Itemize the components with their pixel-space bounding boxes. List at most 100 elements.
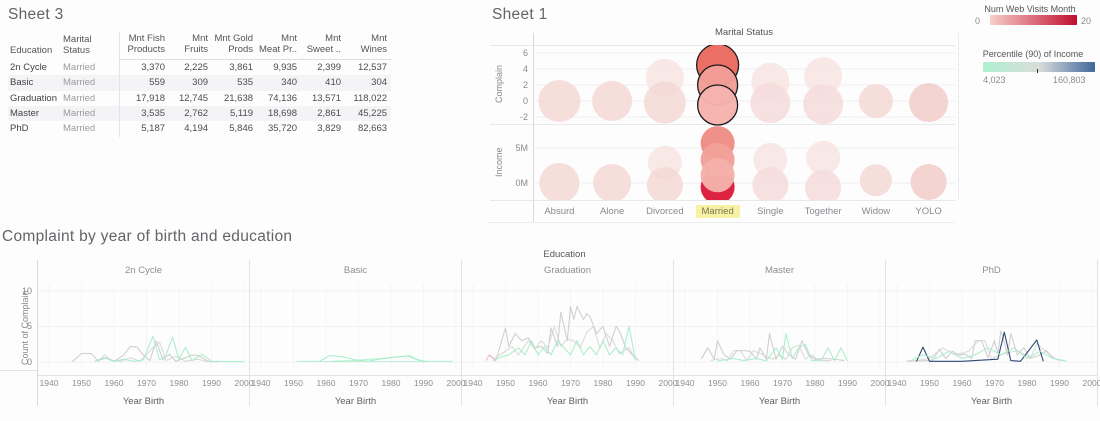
line-series[interactable]	[915, 331, 1044, 362]
category-label-divorced[interactable]: Divorced	[646, 206, 684, 217]
category-label-alone[interactable]: Alone	[599, 206, 625, 217]
bottom-ytick: 10	[21, 286, 32, 296]
value-cell[interactable]: 2,225	[184, 61, 209, 73]
x-tick-label: 1980	[805, 378, 825, 388]
value-cell[interactable]: 12,745	[178, 92, 209, 104]
value-cell[interactable]: 9,935	[273, 61, 298, 73]
bubble-mark[interactable]	[753, 142, 788, 177]
bubble-mark[interactable]	[752, 167, 789, 200]
value-cell[interactable]: 74,136	[267, 92, 298, 104]
line-series[interactable]	[71, 340, 219, 363]
value-cell[interactable]: 21,638	[223, 92, 254, 104]
value-cell[interactable]: Married	[63, 61, 96, 73]
category-label-married[interactable]: Married	[695, 205, 740, 218]
x-tick-label: 1940	[463, 378, 483, 388]
value-cell[interactable]: 18,698	[267, 107, 298, 119]
value-cell[interactable]: 2,399	[317, 61, 342, 73]
bubble-mark[interactable]	[646, 167, 683, 200]
x-tick-label: 1980	[1017, 378, 1037, 388]
value-cell[interactable]: 3,861	[229, 61, 254, 73]
value-cell[interactable]: 35,720	[267, 123, 298, 135]
category-label-widow[interactable]: Widow	[861, 206, 891, 217]
bubble-mark[interactable]	[696, 84, 739, 126]
value-cell[interactable]: 304	[371, 77, 388, 89]
bubble-mark[interactable]	[592, 81, 633, 121]
value-cell[interactable]: 82,663	[357, 123, 388, 135]
value-cell[interactable]: 12,537	[357, 61, 388, 73]
bubble-mark[interactable]	[859, 164, 892, 197]
bubble-mark[interactable]	[539, 163, 580, 200]
bubble-mark[interactable]	[806, 140, 841, 175]
line-series[interactable]	[332, 355, 427, 363]
value-cell[interactable]: 309	[192, 77, 209, 89]
value-cell[interactable]: 5,187	[118, 121, 170, 137]
value-cell[interactable]: Married	[63, 107, 96, 119]
category-label-absurd[interactable]: Absurd	[544, 206, 575, 217]
bubble-mark[interactable]	[750, 83, 791, 123]
bubble-mark[interactable]	[858, 84, 893, 118]
value-cell[interactable]: 4,194	[184, 123, 209, 135]
legend-webvisits-colorbar[interactable]	[990, 15, 1077, 25]
value-cell[interactable]: 3,829	[317, 123, 342, 135]
bubble-mark[interactable]	[593, 164, 632, 200]
value-cell[interactable]: Married	[63, 123, 96, 135]
value-cell[interactable]: 3,535	[118, 105, 170, 122]
bubble-mark[interactable]	[803, 84, 844, 125]
category-label-single[interactable]: Single	[757, 206, 784, 217]
row-header-cell[interactable]: Graduation	[10, 92, 58, 104]
value-cell[interactable]: Married	[63, 92, 96, 104]
row-header-cell[interactable]: PhD	[10, 123, 29, 135]
line-series[interactable]	[909, 347, 1067, 362]
bubble-mark[interactable]	[804, 57, 843, 96]
x-axis-label: Year Birth	[122, 396, 165, 407]
line-series[interactable]	[94, 335, 245, 363]
sheet1-ytick: 0M	[515, 178, 528, 188]
line-series[interactable]	[492, 325, 637, 362]
value-cell[interactable]: 5,846	[229, 123, 254, 135]
x-tick-label: 2000	[234, 378, 254, 388]
bubble-mark[interactable]	[538, 80, 581, 122]
x-axis-ticks: 1940 1950 1960 1970 1980 1990 2000	[462, 375, 677, 390]
value-cell[interactable]: 559	[118, 75, 170, 91]
legend-income-colorbar[interactable]	[983, 62, 1095, 72]
line-series[interactable]	[710, 344, 832, 362]
line-series[interactable]	[913, 340, 1060, 362]
value-cell[interactable]: 410	[325, 77, 342, 89]
value-cell[interactable]: 2,861	[317, 107, 342, 119]
value-cell[interactable]: 45,225	[357, 107, 388, 119]
sheet1-ytick: 2	[522, 80, 528, 90]
value-cell[interactable]: 5,119	[229, 107, 254, 119]
x-tick-label: 1980	[169, 378, 189, 388]
bubble-mark[interactable]	[643, 81, 686, 124]
line-series[interactable]	[492, 325, 636, 360]
value-cell[interactable]: 535	[237, 77, 254, 89]
line-series[interactable]	[488, 306, 640, 362]
category-label-together[interactable]: Together	[804, 206, 842, 217]
line-series[interactable]	[717, 333, 848, 362]
value-cell[interactable]: 118,022	[353, 92, 388, 104]
table-row: Basic Married 559 309 535 340 410 304	[8, 75, 392, 91]
line-series[interactable]	[485, 354, 497, 362]
x-tick-label: 1990	[202, 378, 221, 388]
value-cell[interactable]: 3,370	[118, 59, 170, 76]
sheet1-category-axis: Absurd Alone Divorced Married Single Together…	[533, 205, 955, 221]
value-cell[interactable]: Married	[63, 77, 96, 89]
value-cell[interactable]: 340	[281, 77, 298, 89]
bubble-mark[interactable]	[700, 158, 735, 193]
row-header-cell[interactable]: Master	[10, 107, 40, 119]
bubble-mark[interactable]	[805, 169, 842, 200]
x-axis-label: Year Birth	[970, 396, 1013, 407]
sheet1-ytick: -2	[519, 112, 528, 122]
value-cell[interactable]: 13,571	[311, 92, 342, 104]
panel-label: 2n Cycle	[125, 265, 162, 276]
column-header: Marital Status	[63, 33, 92, 56]
category-label-yolo[interactable]: YOLO	[915, 206, 942, 217]
bubble-mark[interactable]	[910, 163, 947, 200]
education-panel-graduation: Graduation 1940 1950 1960 1970 1980 1990 2000 Ye…	[462, 260, 677, 407]
column-header: Mnt Wines	[345, 32, 392, 60]
value-cell[interactable]: 17,918	[118, 90, 170, 106]
bubble-mark[interactable]	[909, 83, 949, 123]
value-cell[interactable]: 2,762	[184, 107, 209, 119]
row-header-cell[interactable]: Basic	[10, 77, 34, 89]
row-header-cell[interactable]: 2n Cycle	[10, 61, 47, 73]
